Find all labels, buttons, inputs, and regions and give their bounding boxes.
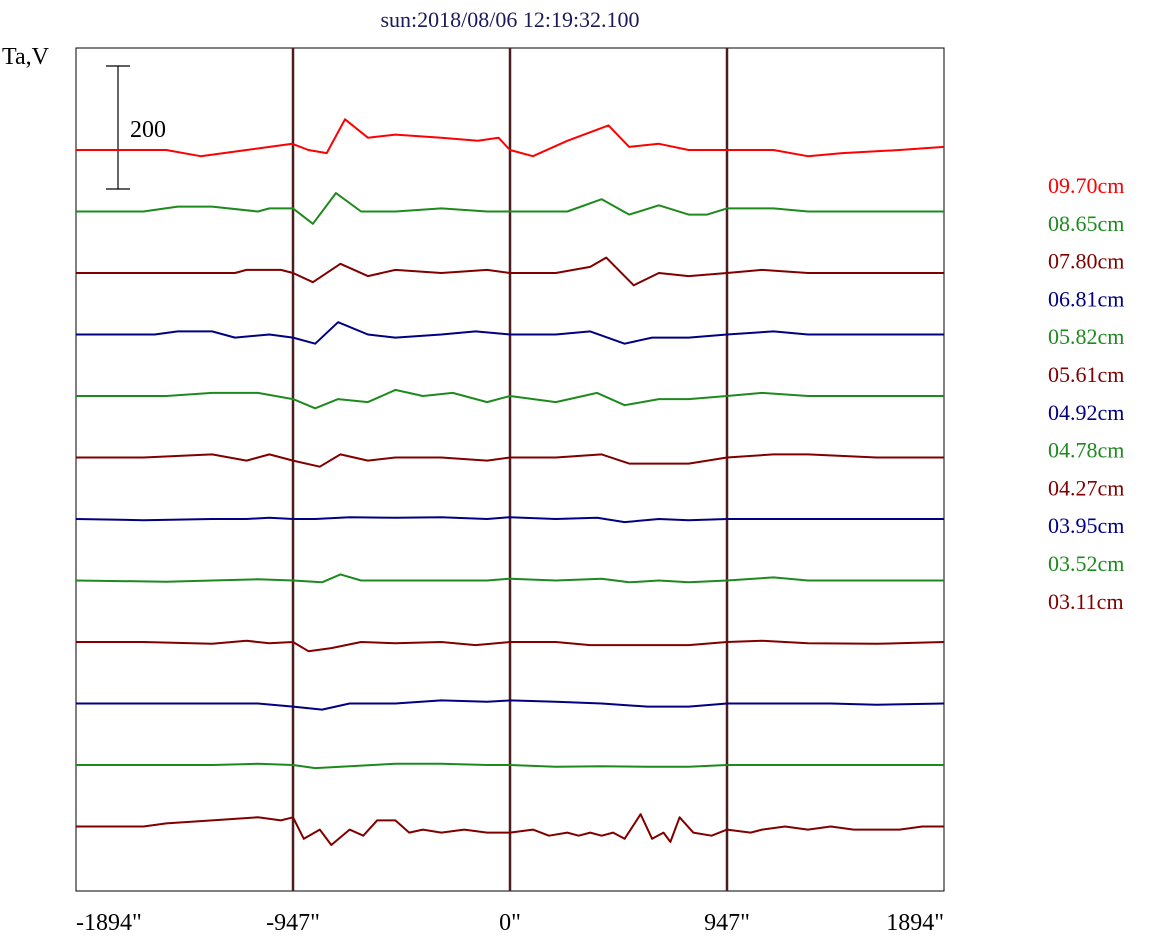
series-line-06.81cm	[76, 321, 944, 345]
series-line-07.80cm	[76, 256, 944, 287]
legend: 09.70cm 08.65cm 07.80cm 06.81cm 05.82cm 05.61…	[1048, 173, 1124, 614]
series-line-08.65cm	[76, 192, 944, 225]
legend-entry: 06.81cm	[1048, 286, 1124, 311]
x-tick-label: -1894"	[76, 910, 142, 936]
x-tick-label: 0"	[499, 910, 521, 936]
legend-entry: 05.82cm	[1048, 324, 1124, 349]
series-line-05.61cm	[76, 453, 944, 468]
scale-bar-label: 200	[130, 117, 166, 143]
series-line-04.27cm	[76, 639, 945, 653]
legend-entry: 03.95cm	[1048, 513, 1124, 538]
legend-entry: 04.78cm	[1048, 438, 1124, 463]
series-line-09.70cm	[76, 118, 945, 158]
legend-entry: 04.27cm	[1048, 475, 1124, 500]
series-line-04.78cm	[75, 573, 944, 584]
series-line-05.82cm	[76, 388, 944, 410]
chart-title: sun:2018/08/06 12:19:32.100	[380, 7, 639, 32]
legend-entry: 03.52cm	[1048, 551, 1124, 576]
legend-entry: 03.11cm	[1048, 589, 1124, 614]
series-line-03.52cm	[76, 762, 944, 770]
vertical-markers	[291, 48, 729, 891]
x-tick-label: -947"	[266, 910, 320, 936]
series-line-03.11cm	[76, 813, 944, 846]
legend-entry: 07.80cm	[1048, 249, 1124, 274]
series-group	[75, 118, 945, 846]
x-tick-label: 1894"	[886, 910, 944, 936]
series-line-03.95cm	[76, 699, 945, 711]
y-axis-label: Ta,V	[2, 44, 50, 70]
series-line-04.92cm	[75, 516, 944, 524]
legend-entry: 08.65cm	[1048, 211, 1124, 236]
legend-entry: 09.70cm	[1048, 173, 1124, 198]
x-tick-label: 947"	[704, 910, 750, 936]
legend-entry: 05.61cm	[1048, 362, 1124, 387]
scale-bar: 200	[106, 65, 166, 190]
x-tick-labels: -1894" -947" 0" 947" 1894"	[76, 910, 944, 936]
legend-entry: 04.92cm	[1048, 400, 1124, 425]
